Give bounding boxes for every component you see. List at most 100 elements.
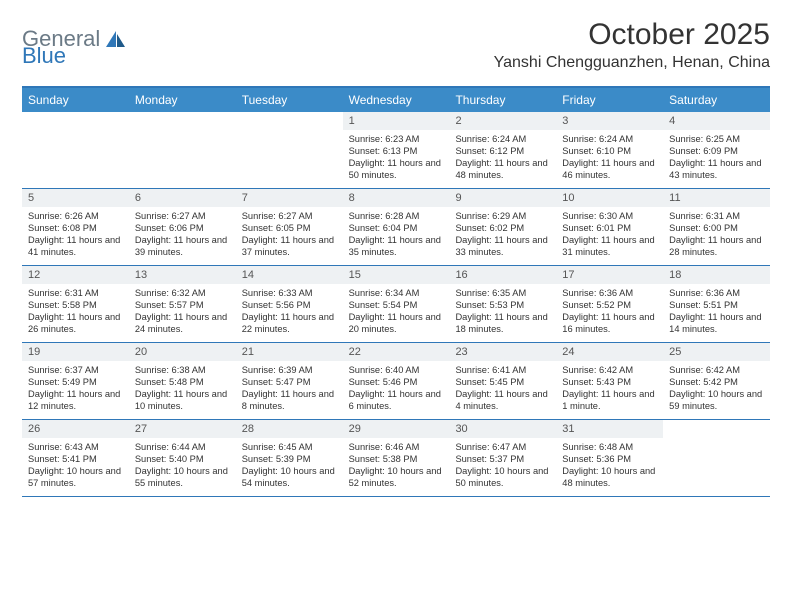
day-detail: Sunrise: 6:25 AMSunset: 6:09 PMDaylight:… bbox=[663, 130, 770, 185]
calendar-cell: 28Sunrise: 6:45 AMSunset: 5:39 PMDayligh… bbox=[236, 420, 343, 496]
day-number: 25 bbox=[663, 343, 770, 361]
day-number: 13 bbox=[129, 266, 236, 284]
day-detail: Sunrise: 6:45 AMSunset: 5:39 PMDaylight:… bbox=[236, 438, 343, 493]
calendar-cell: 30Sunrise: 6:47 AMSunset: 5:37 PMDayligh… bbox=[449, 420, 556, 496]
logo-sail-icon bbox=[105, 30, 127, 48]
day-detail: Sunrise: 6:26 AMSunset: 6:08 PMDaylight:… bbox=[22, 207, 129, 262]
day-detail: Sunrise: 6:48 AMSunset: 5:36 PMDaylight:… bbox=[556, 438, 663, 493]
day-detail: Sunrise: 6:38 AMSunset: 5:48 PMDaylight:… bbox=[129, 361, 236, 416]
calendar-cell: 27Sunrise: 6:44 AMSunset: 5:40 PMDayligh… bbox=[129, 420, 236, 496]
calendar-cell: . bbox=[129, 112, 236, 188]
calendar-row: 5Sunrise: 6:26 AMSunset: 6:08 PMDaylight… bbox=[22, 188, 770, 265]
day-detail: Sunrise: 6:41 AMSunset: 5:45 PMDaylight:… bbox=[449, 361, 556, 416]
day-number: 20 bbox=[129, 343, 236, 361]
day-detail: Sunrise: 6:27 AMSunset: 6:05 PMDaylight:… bbox=[236, 207, 343, 262]
day-number: 15 bbox=[343, 266, 450, 284]
day-number: 10 bbox=[556, 189, 663, 207]
day-detail: Sunrise: 6:24 AMSunset: 6:10 PMDaylight:… bbox=[556, 130, 663, 185]
day-number: 23 bbox=[449, 343, 556, 361]
calendar-cell: 4Sunrise: 6:25 AMSunset: 6:09 PMDaylight… bbox=[663, 112, 770, 188]
calendar-cell: 23Sunrise: 6:41 AMSunset: 5:45 PMDayligh… bbox=[449, 343, 556, 419]
day-number: 3 bbox=[556, 112, 663, 130]
calendar-cell: 17Sunrise: 6:36 AMSunset: 5:52 PMDayligh… bbox=[556, 266, 663, 342]
calendar-cell: . bbox=[22, 112, 129, 188]
day-detail: Sunrise: 6:23 AMSunset: 6:13 PMDaylight:… bbox=[343, 130, 450, 185]
calendar-cell: 12Sunrise: 6:31 AMSunset: 5:58 PMDayligh… bbox=[22, 266, 129, 342]
calendar-cell: 31Sunrise: 6:48 AMSunset: 5:36 PMDayligh… bbox=[556, 420, 663, 496]
calendar-cell: 15Sunrise: 6:34 AMSunset: 5:54 PMDayligh… bbox=[343, 266, 450, 342]
calendar-cell: 16Sunrise: 6:35 AMSunset: 5:53 PMDayligh… bbox=[449, 266, 556, 342]
day-number: 14 bbox=[236, 266, 343, 284]
calendar-header-row: Sunday Monday Tuesday Wednesday Thursday… bbox=[22, 88, 770, 112]
calendar-cell: . bbox=[236, 112, 343, 188]
day-number: 6 bbox=[129, 189, 236, 207]
day-number: 18 bbox=[663, 266, 770, 284]
calendar-cell: 9Sunrise: 6:29 AMSunset: 6:02 PMDaylight… bbox=[449, 189, 556, 265]
calendar-row: ...1Sunrise: 6:23 AMSunset: 6:13 PMDayli… bbox=[22, 112, 770, 188]
day-detail: Sunrise: 6:28 AMSunset: 6:04 PMDaylight:… bbox=[343, 207, 450, 262]
day-number: 17 bbox=[556, 266, 663, 284]
day-detail: Sunrise: 6:47 AMSunset: 5:37 PMDaylight:… bbox=[449, 438, 556, 493]
day-number: 16 bbox=[449, 266, 556, 284]
calendar-cell: 8Sunrise: 6:28 AMSunset: 6:04 PMDaylight… bbox=[343, 189, 450, 265]
calendar-cell: 22Sunrise: 6:40 AMSunset: 5:46 PMDayligh… bbox=[343, 343, 450, 419]
day-detail: Sunrise: 6:31 AMSunset: 5:58 PMDaylight:… bbox=[22, 284, 129, 339]
day-label: Tuesday bbox=[236, 88, 343, 112]
header: General October 2025 Yanshi Chengguanzhe… bbox=[22, 18, 770, 72]
calendar-cell: 13Sunrise: 6:32 AMSunset: 5:57 PMDayligh… bbox=[129, 266, 236, 342]
day-number: 24 bbox=[556, 343, 663, 361]
day-number: 22 bbox=[343, 343, 450, 361]
day-number: 11 bbox=[663, 189, 770, 207]
calendar: Sunday Monday Tuesday Wednesday Thursday… bbox=[22, 86, 770, 497]
day-number: 28 bbox=[236, 420, 343, 438]
day-number: 29 bbox=[343, 420, 450, 438]
day-number: 30 bbox=[449, 420, 556, 438]
calendar-body: ...1Sunrise: 6:23 AMSunset: 6:13 PMDayli… bbox=[22, 112, 770, 496]
day-detail: Sunrise: 6:42 AMSunset: 5:42 PMDaylight:… bbox=[663, 361, 770, 416]
day-label: Sunday bbox=[22, 88, 129, 112]
day-detail: Sunrise: 6:24 AMSunset: 6:12 PMDaylight:… bbox=[449, 130, 556, 185]
day-number: 1 bbox=[343, 112, 450, 130]
day-label: Thursday bbox=[449, 88, 556, 112]
calendar-cell: 7Sunrise: 6:27 AMSunset: 6:05 PMDaylight… bbox=[236, 189, 343, 265]
day-number: 7 bbox=[236, 189, 343, 207]
calendar-cell: 3Sunrise: 6:24 AMSunset: 6:10 PMDaylight… bbox=[556, 112, 663, 188]
day-detail: Sunrise: 6:44 AMSunset: 5:40 PMDaylight:… bbox=[129, 438, 236, 493]
day-detail: Sunrise: 6:32 AMSunset: 5:57 PMDaylight:… bbox=[129, 284, 236, 339]
day-detail: Sunrise: 6:30 AMSunset: 6:01 PMDaylight:… bbox=[556, 207, 663, 262]
day-number: 26 bbox=[22, 420, 129, 438]
calendar-row: 19Sunrise: 6:37 AMSunset: 5:49 PMDayligh… bbox=[22, 342, 770, 419]
calendar-cell: 10Sunrise: 6:30 AMSunset: 6:01 PMDayligh… bbox=[556, 189, 663, 265]
day-number: 31 bbox=[556, 420, 663, 438]
day-detail: Sunrise: 6:36 AMSunset: 5:51 PMDaylight:… bbox=[663, 284, 770, 339]
day-number: 4 bbox=[663, 112, 770, 130]
day-label: Saturday bbox=[663, 88, 770, 112]
day-number: 8 bbox=[343, 189, 450, 207]
calendar-cell: 6Sunrise: 6:27 AMSunset: 6:06 PMDaylight… bbox=[129, 189, 236, 265]
calendar-row: 26Sunrise: 6:43 AMSunset: 5:41 PMDayligh… bbox=[22, 419, 770, 496]
day-detail: Sunrise: 6:34 AMSunset: 5:54 PMDaylight:… bbox=[343, 284, 450, 339]
calendar-cell: 18Sunrise: 6:36 AMSunset: 5:51 PMDayligh… bbox=[663, 266, 770, 342]
month-title: October 2025 bbox=[494, 18, 770, 52]
day-number: 5 bbox=[22, 189, 129, 207]
calendar-cell: 20Sunrise: 6:38 AMSunset: 5:48 PMDayligh… bbox=[129, 343, 236, 419]
location: Yanshi Chengguanzhen, Henan, China bbox=[494, 54, 770, 72]
day-detail: Sunrise: 6:39 AMSunset: 5:47 PMDaylight:… bbox=[236, 361, 343, 416]
day-number: 2 bbox=[449, 112, 556, 130]
day-detail: Sunrise: 6:35 AMSunset: 5:53 PMDaylight:… bbox=[449, 284, 556, 339]
calendar-cell: 26Sunrise: 6:43 AMSunset: 5:41 PMDayligh… bbox=[22, 420, 129, 496]
day-detail: Sunrise: 6:42 AMSunset: 5:43 PMDaylight:… bbox=[556, 361, 663, 416]
calendar-cell: 11Sunrise: 6:31 AMSunset: 6:00 PMDayligh… bbox=[663, 189, 770, 265]
day-detail: Sunrise: 6:43 AMSunset: 5:41 PMDaylight:… bbox=[22, 438, 129, 493]
calendar-row: 12Sunrise: 6:31 AMSunset: 5:58 PMDayligh… bbox=[22, 265, 770, 342]
title-block: October 2025 Yanshi Chengguanzhen, Henan… bbox=[494, 18, 770, 72]
day-detail: Sunrise: 6:36 AMSunset: 5:52 PMDaylight:… bbox=[556, 284, 663, 339]
calendar-cell: 14Sunrise: 6:33 AMSunset: 5:56 PMDayligh… bbox=[236, 266, 343, 342]
calendar-cell: 19Sunrise: 6:37 AMSunset: 5:49 PMDayligh… bbox=[22, 343, 129, 419]
day-detail: Sunrise: 6:29 AMSunset: 6:02 PMDaylight:… bbox=[449, 207, 556, 262]
day-detail: Sunrise: 6:37 AMSunset: 5:49 PMDaylight:… bbox=[22, 361, 129, 416]
day-detail: Sunrise: 6:31 AMSunset: 6:00 PMDaylight:… bbox=[663, 207, 770, 262]
calendar-cell: . bbox=[663, 420, 770, 496]
day-label: Monday bbox=[129, 88, 236, 112]
day-label: Wednesday bbox=[343, 88, 450, 112]
